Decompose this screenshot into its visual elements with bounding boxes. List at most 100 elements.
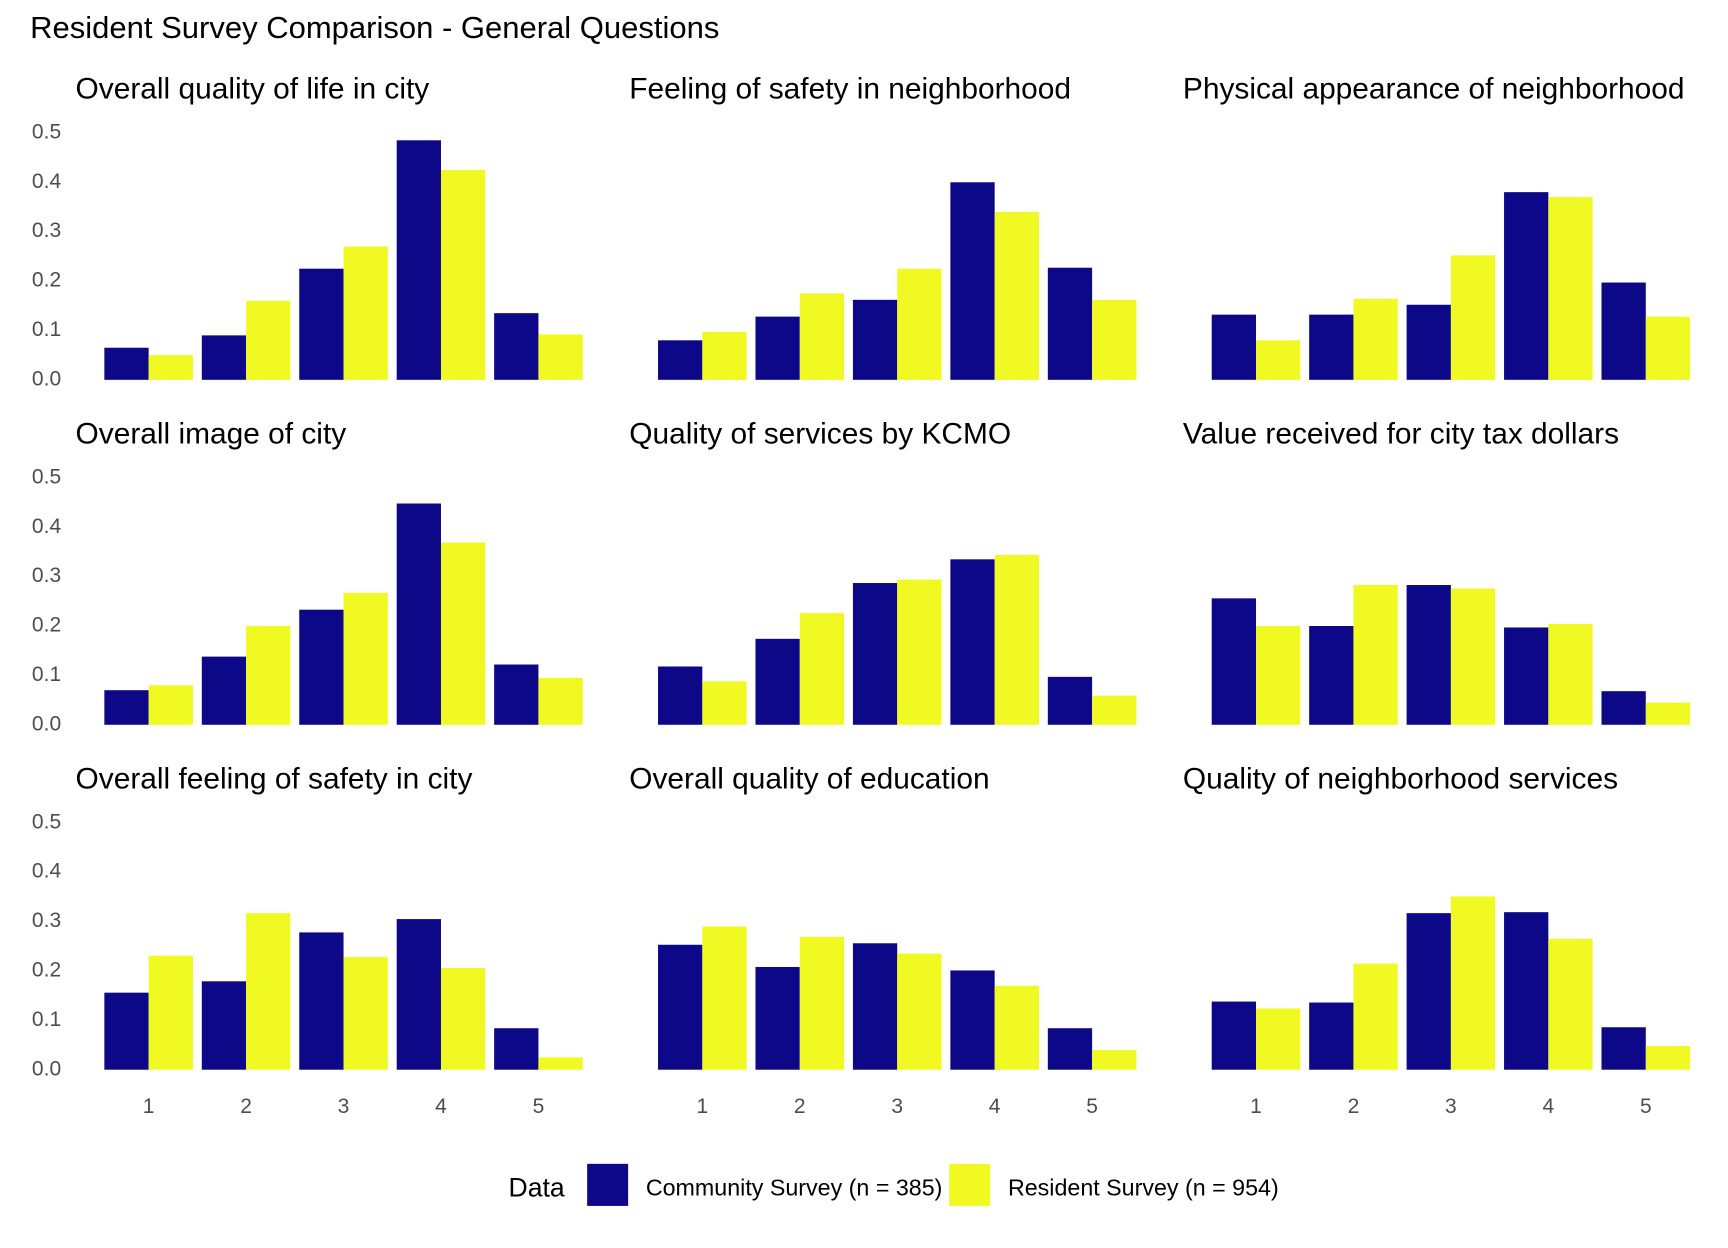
bar [1601,1027,1646,1070]
y-tick-label: 0.0 [32,1057,61,1080]
y-tick-label: 0.1 [32,663,61,686]
bar [994,985,1039,1070]
bar [1450,255,1496,380]
bar [538,677,583,725]
legend-label: Community Survey (n = 385) [646,1174,943,1200]
bar [1047,267,1093,380]
bar [343,957,388,1070]
bar [299,268,344,380]
bar [104,992,149,1070]
bar [1548,624,1593,725]
bar [1256,340,1301,380]
bar [396,503,441,725]
bar [702,681,747,725]
bar [994,211,1039,380]
bar [1353,963,1398,1070]
bar [897,268,942,380]
bar [1645,1046,1691,1070]
facet-title: Quality of neighborhood services [1183,763,1618,796]
bar [1548,938,1593,1070]
y-tick-label: 0.0 [32,367,61,390]
bar [755,638,800,725]
facet-title: Overall quality of life in city [76,73,430,106]
facet-title: Overall image of city [76,418,347,451]
y-tick-label: 0.1 [32,1008,61,1031]
bar [658,944,703,1070]
legend-swatch [587,1163,629,1206]
y-tick-label: 0.3 [32,219,61,242]
facet-title: Overall quality of education [629,763,989,796]
bar [1504,192,1549,380]
bar [440,967,486,1070]
bar [799,936,845,1070]
x-tick-label: 5 [1086,1095,1098,1118]
facet-title: Physical appearance of neighborhood [1183,73,1685,106]
x-tick-label: 3 [338,1095,350,1118]
x-tick-label: 2 [1348,1095,1360,1118]
bar [1211,1001,1257,1070]
bar [148,955,193,1070]
bar [950,970,995,1070]
chart-title: Resident Survey Comparison - General Que… [30,10,719,45]
bar [246,300,291,380]
y-tick-label: 0.4 [32,515,62,538]
x-tick-label: 4 [1542,1095,1554,1118]
bar [897,953,942,1070]
x-tick-label: 3 [1445,1095,1457,1118]
bar [1353,585,1398,725]
bar [396,919,441,1070]
bar [1092,1049,1137,1070]
x-tick-label: 2 [240,1095,252,1118]
bar [1256,625,1301,725]
bar [201,335,247,380]
bar [1504,912,1549,1070]
bar [950,559,995,725]
bar [1309,1002,1354,1070]
y-tick-label: 0.5 [32,120,61,143]
facet-title: Overall feeling of safety in city [76,763,473,796]
bar [950,182,995,380]
bar [1406,585,1451,725]
legend-title: Data [509,1172,565,1202]
bar [1092,695,1137,725]
facet-title: Quality of services by KCMO [629,418,1011,451]
bar [148,355,193,380]
facet-title: Value received for city tax dollars [1183,418,1619,451]
y-tick-label: 0.1 [32,318,61,341]
bar [702,331,747,380]
y-tick-label: 0.2 [32,958,61,981]
bar [1211,314,1257,380]
x-tick-label: 2 [794,1095,806,1118]
x-tick-label: 1 [1250,1095,1262,1118]
bar [1450,896,1496,1070]
bar [343,592,388,725]
bar [658,666,703,725]
y-tick-label: 0.0 [32,712,61,735]
bar [1406,913,1451,1070]
y-tick-label: 0.3 [32,564,61,587]
x-tick-label: 5 [533,1095,545,1118]
bar [494,1028,539,1070]
bar [440,169,486,380]
bar [299,609,344,725]
bar [658,340,703,380]
bar [755,316,800,380]
bar [852,943,898,1070]
bar [1211,598,1257,725]
bar [1309,625,1354,725]
bar [1047,676,1093,725]
facet-title: Feeling of safety in neighborhood [629,73,1071,106]
bar [494,313,539,380]
bar [104,690,149,725]
bar [852,583,898,725]
bar [702,926,747,1070]
y-tick-label: 0.4 [32,860,62,883]
legend-label: Resident Survey (n = 954) [1008,1174,1279,1200]
bar [299,932,344,1070]
x-tick-label: 1 [143,1095,155,1118]
bar [494,664,539,725]
x-tick-label: 4 [989,1095,1001,1118]
bar [104,347,149,380]
bar [246,625,291,725]
